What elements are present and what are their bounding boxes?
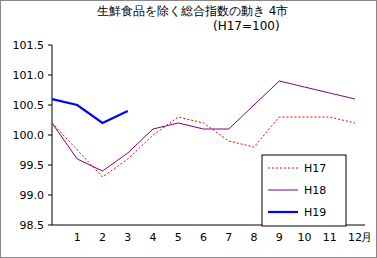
y-tick [48,195,52,196]
x-tick-label: 6 [200,231,207,244]
y-tick-label: 98.5 [20,219,45,232]
y-tick [48,45,52,46]
x-tick-label: 10 [298,231,312,244]
series-line [52,117,355,177]
y-tick [48,105,52,106]
plot-area [52,81,355,177]
legend-swatch [268,211,298,213]
y-tick [48,225,52,226]
x-tick-label: 3 [124,231,131,244]
legend-swatch [268,190,298,191]
x-tick-label: 7 [225,231,232,244]
title: 生鮮食品を除く総合指数の動き 4市 [97,4,288,18]
x-tick-label: 1 [74,231,81,244]
legend-label: H17 [304,162,326,175]
legend-box [262,155,346,226]
x-tick-label: 8 [251,231,258,244]
y-tick-label: 100.0 [13,129,45,142]
x-tick-label: 4 [150,231,157,244]
x-tick-label: 9 [276,231,283,244]
legend-swatch [268,168,298,169]
y-tick-label: 101.5 [13,39,45,52]
y-tick [48,165,52,166]
y-tick-label: 99.5 [20,159,45,172]
x-axis-label: 月 [361,231,372,244]
x-tick-label: 5 [175,231,182,244]
y-tick-label: 99.0 [20,189,45,202]
legend-label: H18 [304,184,326,197]
y-tick-label: 101.0 [13,69,45,82]
y-tick-label: 100.5 [13,99,45,112]
chart-border [1,1,377,258]
legend-label: H19 [304,206,326,219]
x-tick-label: 2 [99,231,106,244]
subtitle: (H17=100) [213,19,280,33]
legend: H17 H18 H19 [262,155,346,226]
y-tick [48,75,52,76]
y-tick [48,135,52,136]
chart: 生鮮食品を除く総合指数の動き 4市(H17=100) 98.5 99.0 99.5 10… [0,0,377,258]
series-line [52,99,128,123]
x-tick-label: 11 [323,231,337,244]
